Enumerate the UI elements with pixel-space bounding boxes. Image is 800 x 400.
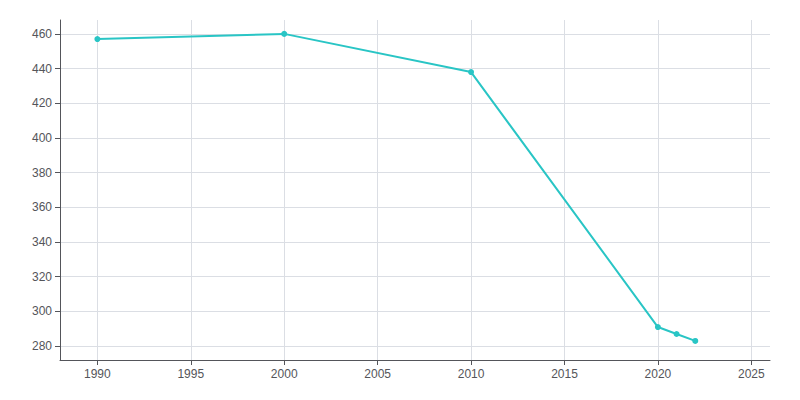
svg-text:360: 360 (32, 200, 52, 214)
svg-text:320: 320 (32, 270, 52, 284)
svg-text:2010: 2010 (458, 367, 485, 381)
svg-text:2005: 2005 (364, 367, 391, 381)
svg-text:280: 280 (32, 339, 52, 353)
svg-text:460: 460 (32, 27, 52, 41)
svg-text:2015: 2015 (551, 367, 578, 381)
svg-text:340: 340 (32, 235, 52, 249)
svg-text:1990: 1990 (84, 367, 111, 381)
svg-text:440: 440 (32, 62, 52, 76)
svg-text:1995: 1995 (177, 367, 204, 381)
svg-text:420: 420 (32, 96, 52, 110)
svg-text:380: 380 (32, 166, 52, 180)
svg-text:2025: 2025 (738, 367, 765, 381)
svg-text:400: 400 (32, 131, 52, 145)
svg-text:2020: 2020 (645, 367, 672, 381)
svg-text:300: 300 (32, 304, 52, 318)
svg-text:2000: 2000 (271, 367, 298, 381)
